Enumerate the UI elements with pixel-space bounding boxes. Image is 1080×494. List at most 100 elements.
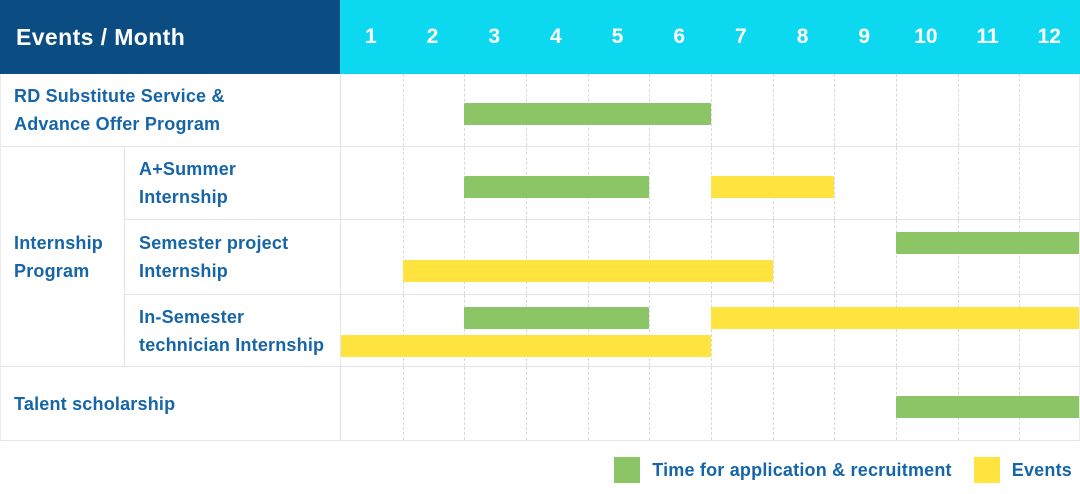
label-line: RD Substitute Service & [14,86,225,106]
header-corner-cell: Events / Month [0,0,340,74]
row-label-talent-scholarship: Talent scholarship [0,367,340,441]
month-gridline [649,220,650,294]
month-gridline [403,74,404,146]
row-label-semester-project-internship: Semester project Internship [124,220,340,295]
month-header-8: 8 [796,25,809,48]
month-gridline [834,295,835,366]
month-gridline [649,147,650,219]
label-line: Semester project [139,233,289,253]
application-bar-months-3-to-5 [464,307,650,329]
label-line: Internship [14,232,104,253]
month-gridline [711,220,712,294]
table-header: Events / Month 1 2 3 4 5 6 7 8 9 10 11 12 [0,0,1080,74]
month-header-4: 4 [550,25,562,48]
row-in-semester-technician-internship: In-Semester technician Internship [0,295,1080,367]
month-gridline [1019,74,1020,146]
row-label-in-semester-technician-internship: In-Semester technician Internship [124,295,340,367]
month-gridline [588,220,589,294]
month-header-3: 3 [488,25,501,48]
month-gridline [773,74,774,146]
month-header-5: 5 [611,25,624,48]
row-timeline-semester-project-internship [340,220,1080,295]
month-gridline [711,74,712,146]
month-gridline [711,367,712,440]
legend-events-label: Events [1011,459,1072,480]
event-bar-months-2-to-7 [402,260,773,282]
label-line: Program [14,260,90,281]
month-header-12: 12 [1037,25,1061,48]
row-timeline-in-semester-technician-internship [340,295,1080,367]
event-bar-months-1-to-6 [341,335,711,357]
month-gridline [1019,295,1020,366]
month-header-10: 10 [914,25,938,48]
month-gridline [403,147,404,219]
header-title: Events / Month [16,23,186,50]
row-talent-scholarship: Talent scholarship [0,367,1080,441]
month-gridline [773,220,774,294]
group-label-internship-program: Internship Program [0,147,124,367]
label-line: A+Summer [139,159,237,179]
month-gridline [464,295,465,366]
label-line: In-Semester [139,306,245,327]
month-gridline [958,220,959,294]
label-line: Internship [139,187,229,207]
month-gridline [526,367,527,440]
application-bar-months-10-to-12 [896,396,1080,418]
legend: Time for application & recruitment Event… [614,450,1072,490]
row-semester-project-internship: Semester project Internship [0,220,1080,295]
month-gridline [649,295,650,366]
month-gridline [773,367,774,440]
month-gridline [834,147,835,219]
events-swatch-icon [973,457,1000,483]
row-rd-substitute-service-advance-offer-program: RD Substitute Service & Advance Offer Pro… [0,74,1080,147]
month-header-1: 1 [364,25,377,48]
table-left-border [0,74,1,441]
application-swatch-icon [614,457,641,483]
month-gridline [958,147,959,219]
month-gridline [649,367,650,440]
month-gridline [403,220,404,294]
legend-item-events: Events [973,457,1072,483]
month-gridline [588,367,589,440]
application-bar-months-3-to-6 [464,103,711,125]
month-gridline [1019,220,1020,294]
row-timeline-talent-scholarship [340,367,1080,441]
month-gridline [526,220,527,294]
events-table: Events / Month 1 2 3 4 5 6 7 8 9 10 11 12 RD Substi… [0,0,1080,441]
legend-application-label: Time for application & recruitment [652,459,952,480]
legend-item-application: Time for application & recruitment [614,457,952,483]
month-gridline [711,295,712,366]
month-gridline [834,74,835,146]
month-header-9: 9 [858,25,871,48]
month-gridline [958,74,959,146]
month-gridline [464,367,465,440]
row-label-a-summer-internship: A+Summer Internship [124,147,340,220]
month-gridline [464,220,465,294]
month-gridline [834,367,835,440]
month-header-2: 2 [426,25,439,48]
month-gridline [1019,147,1020,219]
month-gridline [588,295,589,366]
month-header-7: 7 [735,25,747,48]
row-label-rd-substitute-service-advance-offer-program: RD Substitute Service & Advance Offer Pro… [0,74,340,147]
month-header-row: 1 2 3 4 5 6 7 8 9 10 11 12 [340,0,1080,74]
month-header-11: 11 [976,25,999,48]
event-bar-months-7-to-8 [711,176,835,198]
label-line: Internship [139,261,229,281]
row-timeline-a-summer-internship [340,147,1080,220]
application-bar-months-3-to-5 [464,176,650,198]
month-header-6: 6 [673,25,686,48]
month-gridline [773,295,774,366]
row-a-summer-internship: A+Summer Internship [0,147,1080,220]
month-gridline [896,74,897,146]
month-gridline [403,367,404,440]
month-gridline [896,295,897,366]
application-bar-months-10-to-12 [896,232,1080,254]
month-gridline [896,147,897,219]
month-gridline [958,295,959,366]
month-gridline [526,295,527,366]
label-line: Advance Offer Program [14,114,221,134]
row-timeline-rd-substitute-service-advance-offer-program [340,74,1080,147]
table-body: RD Substitute Service & Advance Offer Pro… [0,74,1080,441]
